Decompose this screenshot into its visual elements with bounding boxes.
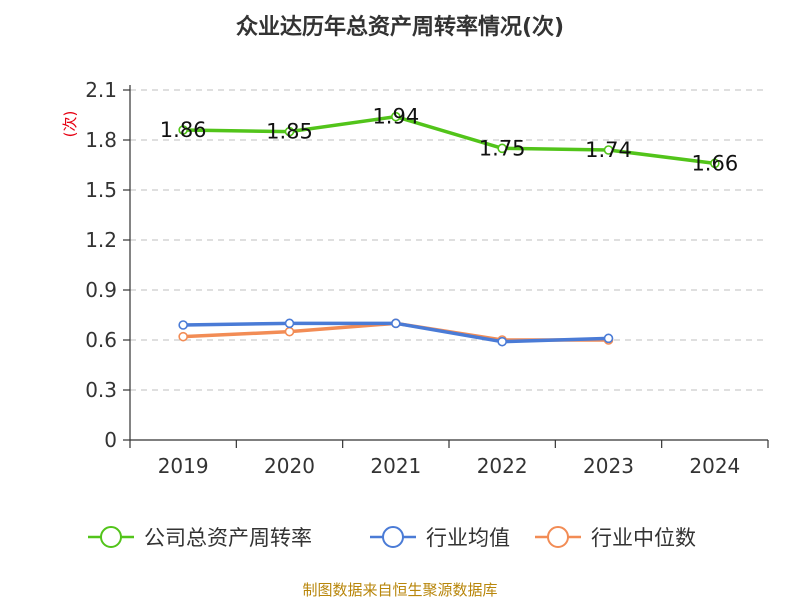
data-point[interactable]	[497, 336, 507, 347]
data-point[interactable]	[391, 318, 401, 329]
data-label: 1.86	[160, 118, 207, 142]
x-tick-label: 2020	[264, 454, 315, 478]
data-label: 1.94	[372, 105, 419, 129]
y-tick-label: 2.1	[85, 78, 117, 102]
data-label: 1.85	[266, 120, 313, 144]
legend[interactable]: 公司总资产周转率 行业均值 行业中位数	[88, 526, 696, 550]
y-tick-label: 0.9	[85, 278, 117, 302]
series-公司总资产周转率: 1.86 1.85 1.94 1.75 1.74 1.66	[160, 105, 738, 176]
y-tick-label: 1.8	[85, 128, 117, 152]
data-point[interactable]	[603, 145, 614, 155]
data-point[interactable]	[284, 318, 295, 329]
data-point[interactable]	[391, 111, 401, 122]
y-tick-label: 0.6	[85, 328, 117, 352]
data-label: 1.66	[691, 151, 738, 175]
data-label: 1.74	[585, 138, 632, 162]
data-point[interactable]	[603, 333, 614, 344]
y-tick-label: 0	[104, 428, 117, 452]
legend-marker	[382, 526, 404, 548]
data-point[interactable]	[710, 158, 720, 169]
source-note: 制图数据来自恒生聚源数据库	[302, 581, 497, 599]
series-行业均值	[178, 318, 614, 347]
axes: 0 0.3 0.6 0.9 1.2 1.5 1.8 2.1 2019 2020 2021 2022 20…	[85, 78, 769, 478]
data-point[interactable]	[178, 331, 188, 342]
x-tick-label: 2023	[583, 454, 634, 478]
data-point[interactable]	[497, 143, 507, 154]
x-tick-label: 2022	[477, 454, 528, 478]
data-point[interactable]	[178, 320, 188, 330]
x-tick-label: 2021	[370, 454, 421, 478]
x-tick-label: 2024	[689, 454, 740, 478]
y-tick-label: 1.5	[85, 178, 117, 202]
series-group: 1.86 1.85 1.94 1.75 1.74 1.66	[160, 105, 738, 347]
legend-marker	[547, 526, 569, 548]
legend-label: 行业中位数	[591, 526, 696, 550]
y-axis-label: (次)	[61, 111, 79, 138]
data-point[interactable]	[178, 125, 188, 135]
legend-marker	[100, 526, 122, 548]
data-point[interactable]	[284, 126, 295, 137]
legend-label: 行业均值	[426, 526, 510, 550]
x-tick-label: 2019	[158, 454, 209, 478]
chart-title: 众业达历年总资产周转率情况(次)	[236, 14, 564, 40]
y-tick-label: 0.3	[85, 378, 117, 402]
y-tick-label: 1.2	[85, 228, 117, 252]
legend-item[interactable]: 行业中位数	[535, 526, 696, 550]
grid-lines	[130, 89, 768, 391]
series-line	[183, 114, 716, 166]
legend-label: 公司总资产周转率	[144, 526, 312, 550]
data-point[interactable]	[284, 326, 295, 337]
data-label: 1.75	[479, 136, 526, 160]
legend-item[interactable]: 行业均值	[370, 526, 510, 550]
legend-item[interactable]: 公司总资产周转率	[88, 526, 312, 550]
